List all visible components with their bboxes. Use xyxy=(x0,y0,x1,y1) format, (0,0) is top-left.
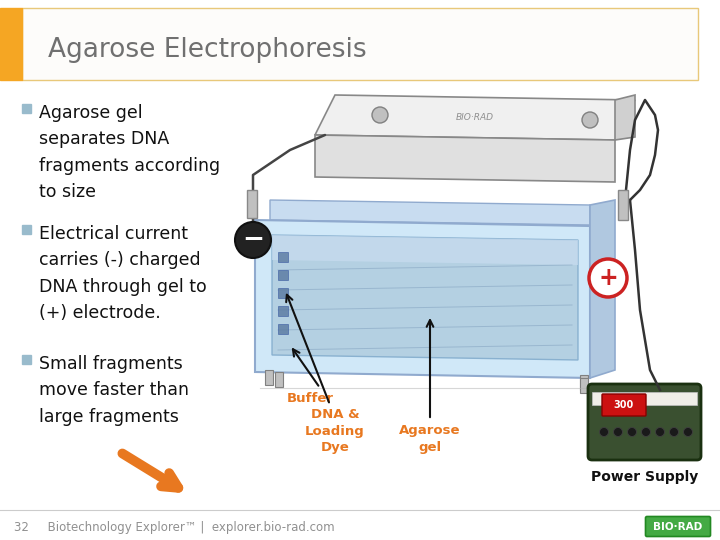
Text: Buffer: Buffer xyxy=(287,392,333,405)
Bar xyxy=(0,8,22,80)
Polygon shape xyxy=(255,220,590,378)
Polygon shape xyxy=(272,235,578,360)
Text: Agarose
gel: Agarose gel xyxy=(400,424,461,454)
Polygon shape xyxy=(315,95,635,140)
Bar xyxy=(580,375,588,390)
Text: Agarose gel
separates DNA
fragments according
to size: Agarose gel separates DNA fragments acco… xyxy=(39,104,220,201)
Bar xyxy=(580,378,588,393)
Text: Power Supply: Power Supply xyxy=(591,470,698,484)
Circle shape xyxy=(683,428,693,436)
Circle shape xyxy=(589,259,627,297)
Bar xyxy=(278,306,288,316)
Text: −: − xyxy=(242,227,264,253)
FancyBboxPatch shape xyxy=(588,384,701,460)
Bar xyxy=(247,190,257,218)
Circle shape xyxy=(235,222,271,258)
Bar xyxy=(22,355,31,364)
Bar xyxy=(278,270,288,280)
Bar xyxy=(22,104,31,113)
Polygon shape xyxy=(270,200,590,225)
Bar xyxy=(265,370,273,385)
Circle shape xyxy=(600,428,608,436)
Circle shape xyxy=(655,428,665,436)
Circle shape xyxy=(372,107,388,123)
Bar xyxy=(618,190,628,220)
Bar xyxy=(278,324,288,334)
Polygon shape xyxy=(615,95,635,140)
Text: Agarose Electrophoresis: Agarose Electrophoresis xyxy=(48,37,366,63)
Text: BIO·RAD: BIO·RAD xyxy=(456,113,494,123)
Polygon shape xyxy=(272,235,578,265)
Circle shape xyxy=(670,428,678,436)
Text: DNA &
Loading
Dye: DNA & Loading Dye xyxy=(305,408,365,454)
Circle shape xyxy=(613,428,623,436)
Text: 300: 300 xyxy=(614,400,634,410)
Polygon shape xyxy=(315,135,615,182)
Text: 32     Biotechnology Explorer™ |  explorer.bio-rad.com: 32 Biotechnology Explorer™ | explorer.bi… xyxy=(14,521,335,534)
Bar xyxy=(22,8,698,80)
Bar xyxy=(275,372,283,387)
Bar xyxy=(22,225,31,234)
Circle shape xyxy=(628,428,636,436)
Bar xyxy=(278,252,288,262)
FancyBboxPatch shape xyxy=(646,516,711,537)
Polygon shape xyxy=(592,392,697,405)
Bar xyxy=(278,288,288,298)
Text: BIO·RAD: BIO·RAD xyxy=(653,522,703,532)
Circle shape xyxy=(642,428,650,436)
Text: +: + xyxy=(598,266,618,290)
FancyBboxPatch shape xyxy=(602,394,646,416)
Text: Small fragments
move faster than
large fragments: Small fragments move faster than large f… xyxy=(39,355,189,426)
Polygon shape xyxy=(590,200,615,378)
Text: Electrical current
carries (-) charged
DNA through gel to
(+) electrode.: Electrical current carries (-) charged D… xyxy=(39,225,207,322)
Circle shape xyxy=(582,112,598,128)
